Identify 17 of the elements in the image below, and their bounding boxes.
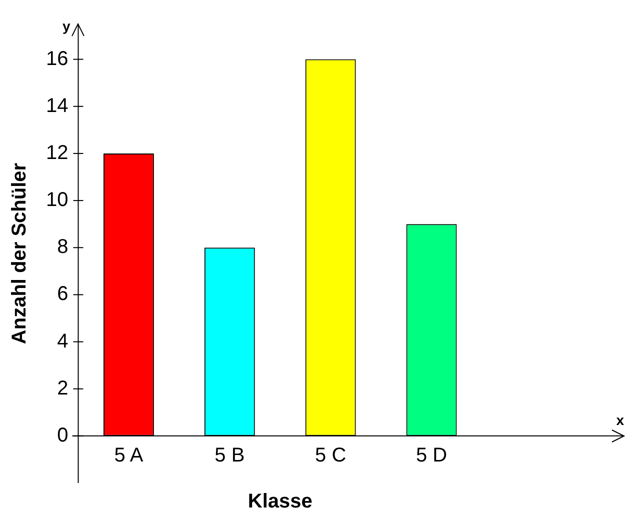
y-tick-label: 10 (46, 189, 68, 212)
x-tick-label: 5 C (315, 444, 346, 466)
x-axis-title: Klasse (248, 490, 312, 512)
y-tick-label: 0 (57, 424, 68, 446)
x-tick-label: 5 D (416, 444, 448, 466)
text: x (616, 412, 624, 428)
y-tick-label: 16 (46, 48, 68, 70)
y-axis-title: Anzahl der Schüler (8, 162, 31, 344)
text: y (62, 18, 70, 34)
x-tick-label: 5 B (214, 444, 245, 466)
y-tick-label: 14 (46, 94, 68, 117)
y-tick-label: 2 (57, 377, 68, 400)
y-tick-label: 8 (57, 236, 68, 258)
y-tick-label: 6 (57, 283, 68, 306)
y-tick-label: 12 (46, 142, 68, 164)
x-tick-label: 5 A (114, 444, 144, 466)
y-tick-label: 4 (57, 330, 68, 352)
